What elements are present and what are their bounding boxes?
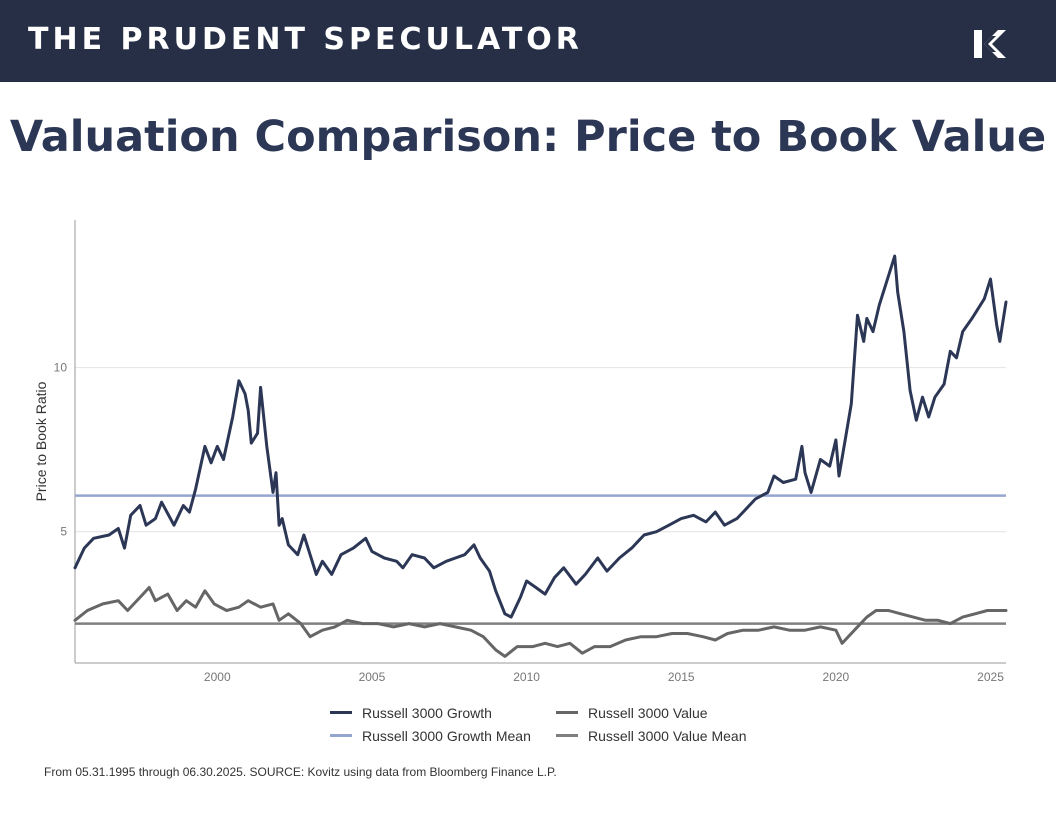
legend-swatch-value <box>556 711 578 714</box>
legend-label-value: Russell 3000 Value <box>588 704 708 721</box>
source-footnote: From 05.31.1995 through 06.30.2025. SOUR… <box>44 765 557 779</box>
legend-item-growth: Russell 3000 Growth <box>330 704 556 721</box>
series-growth-line <box>73 254 1008 619</box>
legend-label-growth: Russell 3000 Growth <box>362 704 492 721</box>
y-tick-label-5: 5 <box>60 525 67 539</box>
brand-name: THE PRUDENT SPECULATOR <box>28 22 583 57</box>
legend-swatch-value-mean <box>556 734 578 737</box>
legend-item-value: Russell 3000 Value <box>556 704 776 721</box>
y-axis-label: Price to Book Ratio <box>33 381 49 501</box>
legend-swatch-growth-mean <box>330 734 352 737</box>
page-title: Valuation Comparison: Price to Book Valu… <box>9 112 1047 162</box>
chart-legend: Russell 3000 Growth Russell 3000 Value R… <box>330 704 776 744</box>
x-tick-label-2015: 2015 <box>668 670 695 684</box>
legend-item-value-mean: Russell 3000 Value Mean <box>556 727 776 744</box>
price-to-book-chart: 5 10 2000 2005 2010 2015 2020 2025 Price to Book… <box>33 220 1008 684</box>
top-banner: THE PRUDENT SPECULATOR <box>0 0 1056 82</box>
series-value-line <box>73 586 1008 658</box>
legend-label-value-mean: Russell 3000 Value Mean <box>588 727 747 744</box>
x-tick-label-2025: 2025 <box>977 670 1004 684</box>
x-tick-label-2005: 2005 <box>359 670 386 684</box>
x-tick-label-2020: 2020 <box>823 670 850 684</box>
y-tick-label-10: 10 <box>54 361 68 375</box>
legend-item-growth-mean: Russell 3000 Growth Mean <box>330 727 556 744</box>
x-tick-label-2000: 2000 <box>204 670 231 684</box>
x-tick-label-2010: 2010 <box>513 670 540 684</box>
kovitz-k-logo-icon <box>974 30 1006 58</box>
legend-label-growth-mean: Russell 3000 Growth Mean <box>362 727 531 744</box>
legend-swatch-growth <box>330 711 352 714</box>
